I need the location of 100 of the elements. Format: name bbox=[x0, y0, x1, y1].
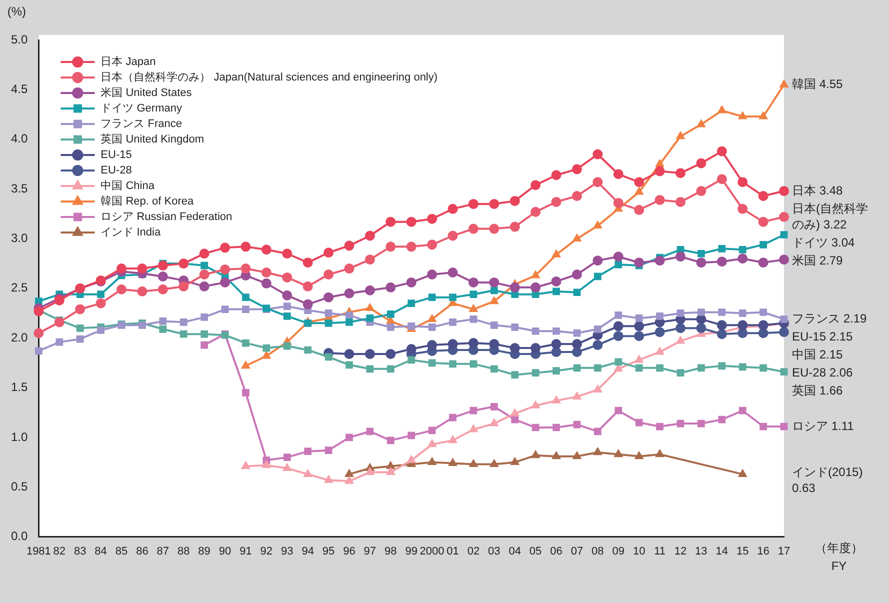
point bbox=[366, 303, 374, 312]
point bbox=[552, 451, 561, 460]
point bbox=[76, 324, 84, 332]
point bbox=[758, 216, 768, 227]
point bbox=[552, 396, 561, 404]
point bbox=[510, 408, 520, 416]
point bbox=[489, 339, 500, 350]
point bbox=[428, 426, 436, 434]
point bbox=[386, 216, 396, 227]
x-tick-label: 12 bbox=[674, 545, 687, 558]
x-tick-label: 1981 bbox=[26, 545, 51, 558]
legend-label: EU-28 bbox=[100, 164, 132, 177]
point bbox=[364, 285, 375, 296]
point bbox=[614, 449, 623, 458]
point bbox=[386, 461, 396, 470]
point bbox=[779, 212, 789, 222]
point bbox=[324, 310, 332, 317]
x-tick-label: 96 bbox=[343, 545, 356, 558]
legend-label: 韓国 Rep. of Korea bbox=[100, 194, 194, 208]
x-tick-label: 01 bbox=[446, 545, 459, 558]
point bbox=[738, 246, 746, 254]
point bbox=[448, 339, 458, 350]
point bbox=[530, 180, 541, 190]
y-tick-label: 1.0 bbox=[10, 430, 28, 444]
legend-label: インド India bbox=[100, 226, 162, 239]
point bbox=[510, 222, 520, 232]
point bbox=[698, 250, 705, 258]
point bbox=[324, 292, 334, 302]
point bbox=[718, 244, 726, 252]
point bbox=[200, 341, 208, 349]
point bbox=[552, 424, 560, 432]
point bbox=[738, 363, 746, 371]
point bbox=[137, 286, 148, 296]
point bbox=[406, 242, 416, 252]
point bbox=[634, 451, 644, 460]
point bbox=[758, 112, 768, 120]
point bbox=[655, 449, 664, 458]
point bbox=[56, 338, 64, 346]
point bbox=[470, 360, 478, 368]
x-tick-label: 92 bbox=[260, 545, 273, 558]
point bbox=[738, 469, 747, 477]
annotation: 米国 2.79 bbox=[792, 253, 844, 268]
point bbox=[386, 436, 394, 444]
x-tick-label: 97 bbox=[364, 545, 376, 558]
point bbox=[572, 392, 582, 400]
point bbox=[408, 432, 416, 440]
legend-label: ロシア Russian Federation bbox=[100, 211, 232, 224]
annotation: フランス 2.19 bbox=[792, 312, 868, 326]
y-axis-title: (%) bbox=[7, 4, 26, 18]
x-tick-label: 89 bbox=[198, 545, 210, 558]
y-tick-label: 0.5 bbox=[10, 479, 28, 494]
point bbox=[634, 321, 644, 332]
x-tick-label: 93 bbox=[280, 545, 294, 558]
point bbox=[552, 250, 561, 258]
x-tick-label: 83 bbox=[74, 545, 86, 558]
point bbox=[614, 406, 622, 414]
point bbox=[594, 325, 602, 333]
x-tick-label: 87 bbox=[156, 545, 170, 558]
point bbox=[573, 364, 581, 372]
x-tick-label: 13 bbox=[695, 545, 708, 558]
point bbox=[448, 230, 458, 241]
point bbox=[159, 318, 167, 325]
point bbox=[137, 264, 148, 274]
point bbox=[344, 240, 354, 251]
annotation: 日本(自然科学のみ) 3.22 bbox=[792, 201, 868, 232]
point bbox=[676, 420, 684, 428]
point bbox=[282, 248, 292, 259]
point bbox=[489, 277, 500, 288]
point bbox=[532, 424, 540, 432]
point bbox=[386, 282, 396, 292]
point bbox=[468, 198, 478, 209]
point bbox=[718, 362, 726, 370]
point bbox=[428, 359, 436, 367]
point bbox=[592, 177, 603, 188]
point bbox=[593, 447, 602, 456]
point bbox=[364, 230, 375, 241]
point bbox=[344, 348, 354, 359]
point bbox=[780, 422, 788, 430]
point bbox=[470, 316, 478, 323]
point bbox=[220, 264, 230, 275]
point bbox=[262, 344, 270, 352]
point bbox=[449, 360, 456, 368]
point bbox=[510, 343, 520, 354]
point bbox=[366, 314, 374, 322]
point bbox=[594, 272, 602, 280]
point bbox=[386, 348, 396, 359]
point bbox=[698, 420, 705, 428]
point bbox=[406, 216, 416, 227]
point bbox=[696, 323, 706, 334]
point bbox=[738, 112, 747, 120]
point bbox=[386, 242, 396, 252]
point bbox=[738, 254, 748, 264]
point bbox=[428, 323, 436, 331]
point bbox=[613, 331, 624, 342]
point bbox=[779, 186, 789, 196]
point bbox=[655, 346, 664, 355]
point bbox=[302, 281, 313, 292]
legend-label: 米国 United States bbox=[100, 86, 192, 100]
point bbox=[261, 278, 272, 288]
point bbox=[613, 321, 624, 332]
